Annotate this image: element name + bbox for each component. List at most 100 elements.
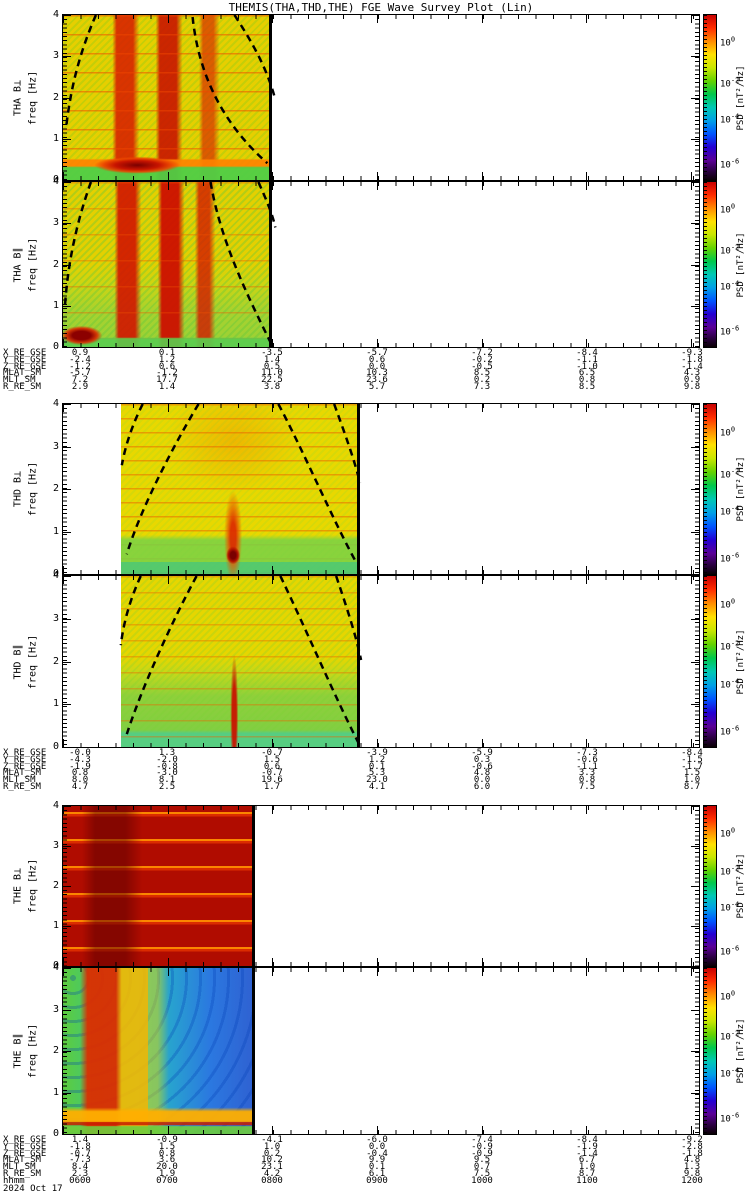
freq-axis-label: freq [Hz] (27, 634, 39, 689)
freq-tick-label: 1 (52, 1086, 59, 1098)
colorbar-minor-ticks (704, 182, 707, 347)
x-major-tick (272, 576, 274, 584)
freq-tick-label: 2 (52, 258, 59, 270)
y-major-tick (691, 446, 699, 448)
x-major-tick (691, 566, 693, 574)
eph-value: -0.6 (471, 761, 493, 772)
colorbar (703, 805, 717, 967)
time-tick-label: 0600 (69, 1175, 91, 1186)
eph-value: 1.4 (71, 1135, 89, 1145)
y-major-tick (691, 576, 699, 577)
x-minor-ticks-bottom (63, 962, 699, 966)
colorbar-tick-label: 10-2 (720, 1029, 740, 1043)
eph-value: -1.5 (681, 754, 703, 765)
colorbar-tick-label: 100 (720, 425, 736, 439)
x-major-tick (481, 958, 483, 966)
overlay-dashed-curve (63, 182, 93, 306)
y-major-tick (63, 886, 71, 887)
x-minor-ticks-bottom (63, 176, 699, 180)
freq-tick-label: 3 (52, 440, 59, 452)
x-major-tick (586, 15, 588, 23)
x-major-tick (376, 968, 378, 976)
psd-axis-label: PSD [nT²/Hz] (736, 853, 746, 919)
colorbar-tick-label: 10-4 (720, 504, 740, 518)
eph-value: -2.0 (156, 754, 178, 765)
spectrogram-panel-the-par: 4 3 2 1 0 (53, 963, 700, 1139)
eph-value: -5.7 (69, 368, 91, 379)
y-major-tick (63, 576, 71, 577)
y-major-tick (63, 180, 71, 181)
x-major-tick (167, 339, 169, 347)
freq-tick-label: 1 (52, 132, 59, 144)
eph-row-label: X_RE_GSE (3, 348, 47, 358)
x-major-tick (691, 404, 693, 412)
y-major-tick (691, 846, 699, 847)
freq-tick-label: 3 (52, 612, 59, 624)
x-major-tick (167, 968, 169, 976)
x-major-tick (272, 739, 274, 747)
y-major-tick (63, 489, 71, 490)
x-major-tick (481, 576, 483, 584)
colorbar-tick-exponent: -2 (730, 76, 740, 84)
y-major-tick (63, 806, 71, 807)
x-major-tick (63, 1126, 64, 1134)
colorbar-tick-exponent: 0 (730, 202, 736, 211)
eph-value: -9.2 (681, 1135, 703, 1145)
eph-value: 1.0 (683, 775, 701, 786)
colorbar (703, 575, 717, 748)
eph-value: 3.6 (158, 1155, 176, 1166)
eph-value: 9.8 (683, 382, 701, 392)
freq-tick-label: 3 (52, 217, 59, 229)
x-major-tick (63, 806, 64, 814)
eph-value: 23.6 (366, 375, 388, 386)
x-major-tick (586, 968, 588, 976)
x-major-tick (63, 958, 64, 966)
colorbar-gradient (704, 404, 716, 574)
eph-value: 0.6 (158, 361, 176, 372)
x-major-tick (272, 339, 274, 347)
colorbar-tick-exponent: -6 (730, 324, 740, 333)
colorbar-tick-exponent: 0 (730, 826, 736, 834)
eph-value: 0.1 (368, 761, 386, 772)
x-major-tick (691, 806, 693, 814)
eph-value: 2.3 (71, 1169, 89, 1179)
eph-value: 7.5 (473, 1169, 491, 1179)
x-major-tick (481, 339, 483, 347)
x-major-tick (586, 958, 588, 966)
plot-title: THEMIS(THA,THD,THE) FGE Wave Survey Plot… (228, 1, 534, 14)
colorbar-tick-exponent: 0 (730, 35, 736, 44)
colorbar-gradient (704, 968, 716, 1134)
eph-row-label: Z_RE_GSE (3, 1148, 47, 1159)
x-major-tick (63, 566, 64, 574)
eph-value: 8.1 (158, 775, 176, 786)
eph-value: 0.2 (263, 1148, 281, 1159)
overlay-dashed-curve (64, 15, 98, 129)
x-major-tick (691, 339, 693, 347)
x-minor-ticks-top (63, 576, 699, 580)
y-major-tick (691, 404, 699, 405)
x-major-tick (167, 1126, 169, 1134)
eph-value: 6.7 (578, 1155, 596, 1166)
eph-value: 0.2 (473, 375, 491, 386)
x-major-tick (586, 739, 588, 747)
freq-tick-label: 2 (52, 1045, 59, 1056)
overlay-dashed-curve (334, 576, 363, 661)
colorbar-gradient (704, 15, 716, 180)
colorbar-tick-exponent: -4 (730, 677, 740, 686)
x-major-tick (376, 172, 378, 180)
x-minor-ticks-top (63, 968, 699, 972)
colorbar-tick-label: 10-6 (720, 1111, 740, 1125)
freq-tick-label: 1 (52, 299, 59, 311)
freq-tick-label: 1 (52, 525, 59, 537)
eph-value: -0.6 (576, 754, 598, 765)
colorbar-tick-label: 10-2 (720, 639, 740, 653)
eph-value: 19.6 (261, 775, 283, 786)
psd-axis-label: PSD [nT²/Hz] (736, 1018, 746, 1084)
y-major-tick (63, 966, 71, 967)
x-major-tick (63, 404, 64, 412)
freq-tick-label: 3 (52, 840, 59, 851)
colorbar-gradient (704, 182, 716, 347)
eph-value: 1.9 (158, 1169, 176, 1179)
freq-tick-label: 0 (52, 568, 59, 579)
y-major-tick (63, 223, 71, 225)
